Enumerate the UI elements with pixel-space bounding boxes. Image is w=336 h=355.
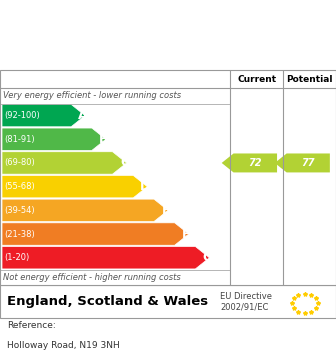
Text: E: E: [162, 204, 170, 217]
Text: (81-91): (81-91): [4, 135, 35, 144]
Text: Very energy efficient - lower running costs: Very energy efficient - lower running co…: [3, 92, 181, 100]
Text: (39-54): (39-54): [4, 206, 35, 215]
Polygon shape: [2, 128, 106, 151]
Text: England, Scotland & Wales: England, Scotland & Wales: [7, 295, 208, 308]
Polygon shape: [2, 152, 127, 174]
Text: (69-80): (69-80): [4, 158, 35, 168]
Text: Reference:: Reference:: [7, 321, 55, 331]
Text: Not energy efficient - higher running costs: Not energy efficient - higher running co…: [3, 273, 181, 282]
Polygon shape: [2, 246, 209, 269]
Text: (21-38): (21-38): [4, 230, 35, 239]
Polygon shape: [222, 153, 277, 173]
Text: (1-20): (1-20): [4, 253, 29, 262]
Text: Current: Current: [237, 75, 276, 83]
Text: F: F: [182, 228, 191, 241]
Text: (92-100): (92-100): [4, 111, 40, 120]
Text: EU Directive: EU Directive: [220, 292, 272, 301]
Polygon shape: [2, 175, 147, 198]
Text: Energy Efficiency Rating: Energy Efficiency Rating: [7, 27, 228, 43]
Text: Holloway Road, N19 3NH: Holloway Road, N19 3NH: [7, 341, 120, 350]
Bar: [0, 285, 336, 318]
Text: G: G: [202, 251, 212, 264]
Text: 77: 77: [301, 158, 315, 168]
Text: D: D: [140, 180, 150, 193]
Text: Potential: Potential: [286, 75, 333, 83]
Text: A: A: [78, 109, 88, 122]
Text: 2002/91/EC: 2002/91/EC: [220, 303, 268, 312]
Text: (55-68): (55-68): [4, 182, 35, 191]
Polygon shape: [275, 153, 330, 173]
Text: C: C: [120, 157, 129, 169]
Polygon shape: [2, 223, 189, 245]
Text: B: B: [99, 133, 109, 146]
Polygon shape: [2, 104, 85, 127]
Text: 72: 72: [249, 158, 262, 168]
Polygon shape: [2, 199, 168, 222]
